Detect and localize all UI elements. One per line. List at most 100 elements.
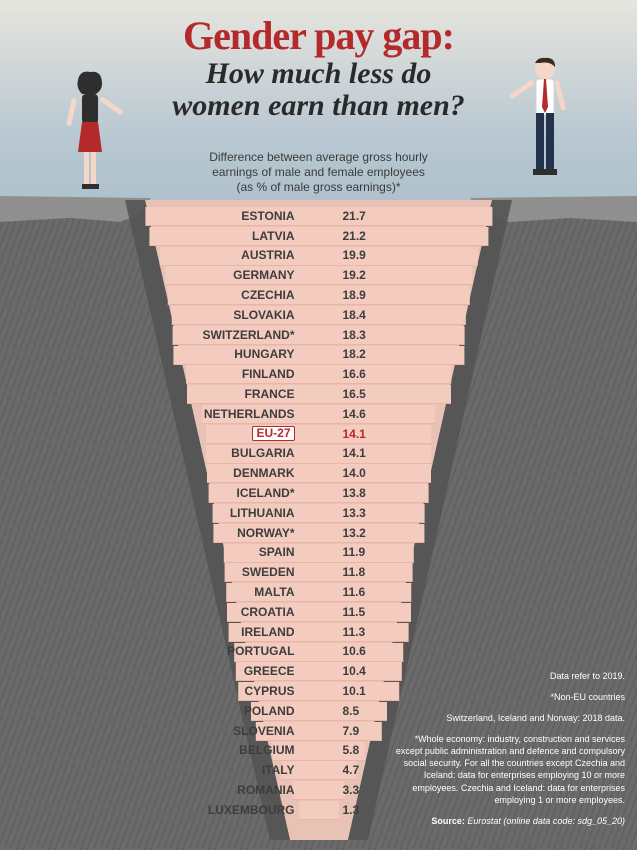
country-label: ESTONIA [241, 209, 294, 223]
country-label: BULGARIA [231, 446, 294, 460]
value-label: 16.5 [343, 387, 366, 401]
note-extra: Switzerland, Iceland and Norway: 2018 da… [395, 712, 625, 724]
value-label: 16.6 [343, 367, 366, 381]
value-label: 11.3 [343, 625, 366, 639]
table-row: SLOVAKIA 18.4 [79, 305, 559, 325]
row-label-wrap: NORWAY* 13.2 [79, 523, 559, 543]
table-row: AUSTRIA 19.9 [79, 246, 559, 266]
country-label: ITALY [262, 763, 295, 777]
value-label: 18.2 [343, 347, 366, 361]
value-label: 11.8 [343, 565, 366, 579]
value-label: 13.2 [343, 526, 366, 540]
value-label: 5.8 [343, 743, 360, 757]
table-row: IRELAND 11.3 [79, 622, 559, 642]
table-row: CROATIA11.5 [79, 602, 559, 622]
table-row: LATVIA 21.2 [79, 226, 559, 246]
row-label-wrap: SPAIN 11.9 [79, 543, 559, 563]
value-label: 21.7 [343, 209, 366, 223]
table-row: FRANCE 16.5 [79, 384, 559, 404]
value-label: 19.2 [343, 268, 366, 282]
row-label-wrap: HUNGARY 18.2 [79, 345, 559, 365]
country-label: SLOVENIA [233, 724, 294, 738]
value-label: 19.9 [343, 248, 366, 262]
row-label-wrap: PORTUGAL10.6 [79, 642, 559, 662]
value-label: 10.4 [343, 664, 366, 678]
value-label: 14.0 [343, 466, 366, 480]
row-label-wrap: SWEDEN 11.8 [79, 562, 559, 582]
chart-title: Gender pay gap: [0, 12, 637, 59]
country-label: AUSTRIA [241, 248, 294, 262]
source-value: Eurostat (online data code: sdg_05_20) [467, 816, 625, 826]
value-label: 18.3 [343, 328, 366, 342]
value-label: 11.6 [343, 585, 366, 599]
table-row: FINLAND 16.6 [79, 364, 559, 384]
value-label: 18.9 [343, 288, 366, 302]
table-row: CZECHIA 18.9 [79, 285, 559, 305]
value-label: 8.5 [343, 704, 360, 718]
value-label: 13.8 [343, 486, 366, 500]
country-label: BELGIUM [239, 743, 294, 757]
country-label: IRELAND [241, 625, 294, 639]
value-label: 14.1 [343, 446, 366, 460]
value-label: 11.5 [343, 605, 366, 619]
value-label: 18.4 [343, 308, 366, 322]
value-label: 21.2 [343, 229, 366, 243]
country-label: FINLAND [242, 367, 295, 381]
row-label-wrap: LATVIA 21.2 [79, 226, 559, 246]
table-row: PORTUGAL10.6 [79, 642, 559, 662]
country-label: NORWAY* [237, 526, 294, 540]
row-label-wrap: SLOVAKIA 18.4 [79, 305, 559, 325]
row-label-wrap: ESTONIA 21.7 [79, 206, 559, 226]
country-label: DENMARK [233, 466, 294, 480]
note-non-eu: *Non-EU countries [395, 691, 625, 703]
row-label-wrap: ICELAND* 13.8 [79, 483, 559, 503]
country-label: SWEDEN [242, 565, 295, 579]
table-row: NORWAY* 13.2 [79, 523, 559, 543]
note-data-ref: Data refer to 2019. [395, 670, 625, 682]
country-label: LITHUANIA [230, 506, 295, 520]
table-row: MALTA11.6 [79, 582, 559, 602]
row-label-wrap: IRELAND 11.3 [79, 622, 559, 642]
country-label: SLOVAKIA [233, 308, 294, 322]
country-label: HUNGARY [234, 347, 294, 361]
row-label-wrap: MALTA11.6 [79, 582, 559, 602]
row-label-wrap: NETHERLANDS14.6 [79, 404, 559, 424]
row-label-wrap: AUSTRIA 19.9 [79, 246, 559, 266]
country-label: LUXEMBOURG [208, 803, 295, 817]
value-label: 1.3 [343, 803, 360, 817]
row-label-wrap: DENMARK 14.0 [79, 463, 559, 483]
footnotes: Data refer to 2019. *Non-EU countries Sw… [395, 670, 625, 836]
table-row: DENMARK 14.0 [79, 463, 559, 483]
value-label: 14.6 [343, 407, 366, 421]
country-label: SWITZERLAND* [203, 328, 295, 342]
note-fineprint: *Whole economy: industry, construction a… [395, 733, 625, 806]
table-row: SWITZERLAND* 18.3 [79, 325, 559, 345]
country-label: ROMANIA [237, 783, 294, 797]
country-label: FRANCE [245, 387, 295, 401]
country-label: LATVIA [252, 229, 294, 243]
value-label: 11.9 [343, 545, 366, 559]
table-row: LITHUANIA 13.3 [79, 503, 559, 523]
row-label-wrap: CZECHIA 18.9 [79, 285, 559, 305]
table-row: EU-2714.1 [79, 424, 559, 444]
value-label: 10.1 [343, 684, 366, 698]
note-source: Source: Eurostat (online data code: sdg_… [395, 815, 625, 827]
value-label: 7.9 [343, 724, 360, 738]
country-label: PORTUGAL [227, 644, 294, 658]
row-label-wrap: FRANCE 16.5 [79, 384, 559, 404]
infographic-stage: Gender pay gap: How much less dowomen ea… [0, 0, 637, 850]
chart-description: Difference between average gross hourlye… [0, 150, 637, 195]
country-label: POLAND [244, 704, 295, 718]
country-label: SPAIN [259, 545, 295, 559]
value-label: 3.3 [343, 783, 360, 797]
row-label-wrap: SWITZERLAND* 18.3 [79, 325, 559, 345]
country-label: CZECHIA [241, 288, 294, 302]
table-row: BULGARIA 14.1 [79, 444, 559, 464]
country-label: ICELAND* [236, 486, 294, 500]
row-label-wrap: BULGARIA 14.1 [79, 444, 559, 464]
value-label: 13.3 [343, 506, 366, 520]
source-label: Source: [431, 816, 465, 826]
value-label: 4.7 [343, 763, 360, 777]
country-label: GERMANY [233, 268, 294, 282]
value-label: 14.1 [343, 427, 366, 441]
